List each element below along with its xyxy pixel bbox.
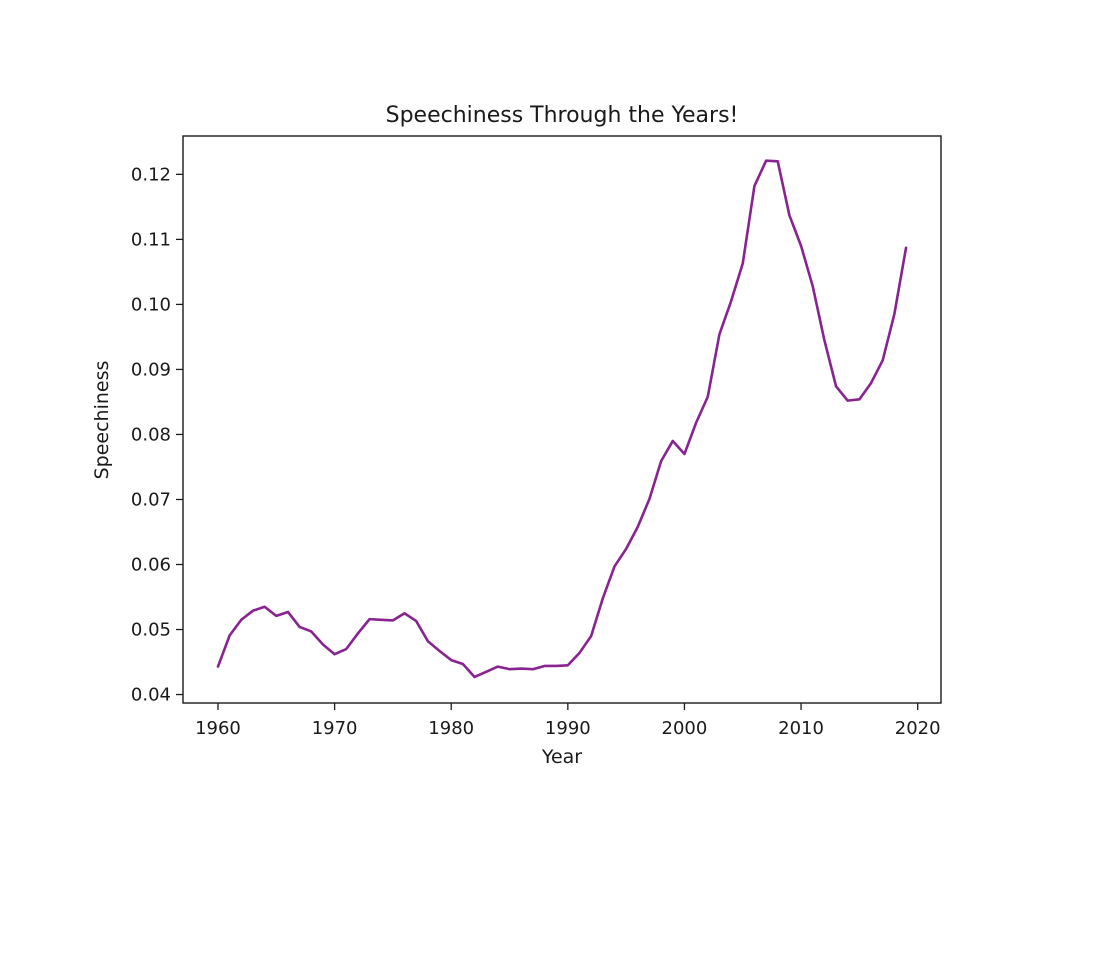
x-tick-label: 1970 <box>312 718 358 739</box>
chart-title: Speechiness Through the Years! <box>386 103 739 128</box>
x-tick-label: 1990 <box>545 718 591 739</box>
x-tick-label: 1980 <box>428 718 474 739</box>
y-tick-label: 0.08 <box>131 424 171 445</box>
x-axis-ticks: 1960 1970 1980 1990 2000 2010 2020 <box>195 703 941 739</box>
x-tick-label: 2020 <box>895 718 941 739</box>
plot-area-frame <box>182 135 942 704</box>
x-tick-label: 2000 <box>662 718 708 739</box>
y-tick-label: 0.12 <box>131 164 171 185</box>
y-tick-label: 0.06 <box>131 555 171 576</box>
speechiness-series-line <box>216 159 908 679</box>
y-axis-ticks: 0.04 0.05 0.06 0.07 0.08 0.09 0.10 0.11 0.12 <box>131 164 183 706</box>
y-tick-label: 0.11 <box>131 229 171 250</box>
y-tick-label: 0.04 <box>131 685 171 706</box>
x-tick-label: 1960 <box>195 718 241 739</box>
y-tick-label: 0.05 <box>131 620 171 641</box>
y-tick-label: 0.09 <box>131 359 171 380</box>
y-axis-label: Speechiness <box>91 361 113 480</box>
x-axis-label: Year <box>541 746 582 768</box>
y-tick-label: 0.10 <box>131 294 171 315</box>
x-tick-label: 2010 <box>778 718 824 739</box>
y-tick-label: 0.07 <box>131 489 171 510</box>
